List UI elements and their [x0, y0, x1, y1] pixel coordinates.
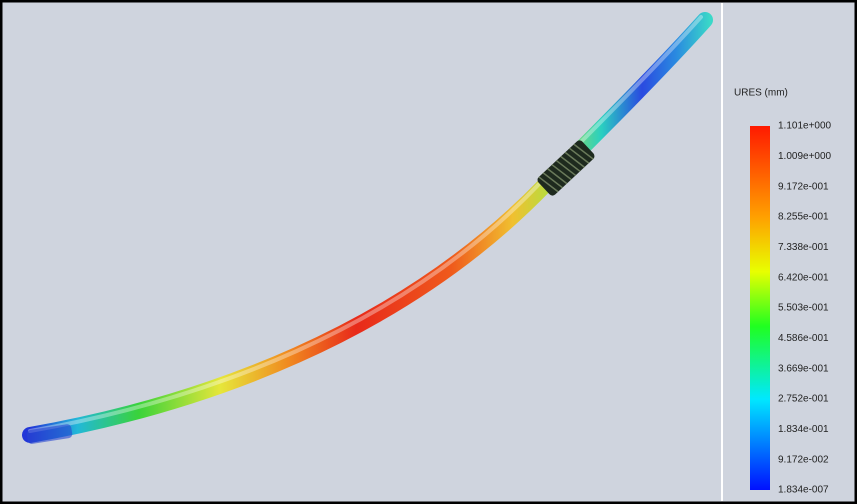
- legend-label: 9.172e-002: [778, 454, 829, 465]
- page: URES (mm) 1.101e+000 1.009e+000 9.172e-001…: [0, 0, 857, 504]
- color-bar: [750, 126, 770, 490]
- legend-label: 1.009e+000: [778, 151, 832, 162]
- legend-label: 1.834e-007: [778, 485, 829, 496]
- legend-label: 1.101e+000: [778, 121, 832, 132]
- viewport: [1, 1, 856, 503]
- legend-label: 2.752e-001: [778, 394, 829, 405]
- legend-title: URES (mm): [734, 88, 788, 99]
- legend-label: 1.834e-001: [778, 424, 829, 435]
- legend-label: 8.255e-001: [778, 212, 829, 223]
- legend-label: 9.172e-001: [778, 181, 829, 192]
- legend-label: 5.503e-001: [778, 303, 829, 314]
- screenshot: URES (mm) 1.101e+000 1.009e+000 9.172e-001…: [0, 0, 857, 504]
- legend-label: 4.586e-001: [778, 333, 829, 344]
- legend-label: 6.420e-001: [778, 272, 829, 283]
- legend-label: 7.338e-001: [778, 242, 829, 253]
- legend-label: 3.669e-001: [778, 363, 829, 374]
